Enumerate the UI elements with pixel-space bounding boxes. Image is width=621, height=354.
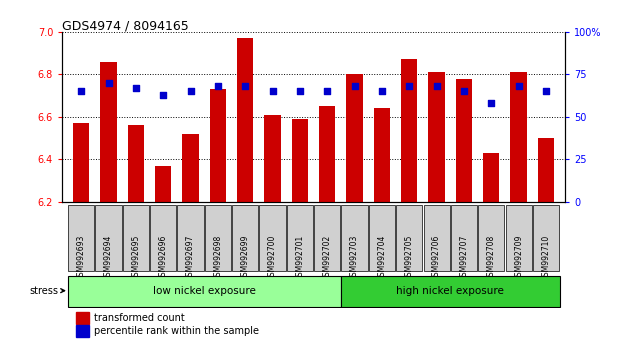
Bar — [428, 72, 445, 202]
Bar — [150, 205, 176, 271]
Point — [459, 88, 469, 94]
Bar — [456, 79, 472, 202]
Bar — [314, 205, 340, 271]
Text: percentile rank within the sample: percentile rank within the sample — [94, 326, 259, 336]
Point — [541, 88, 551, 94]
Bar — [76, 325, 89, 337]
Text: GSM992699: GSM992699 — [241, 234, 250, 281]
Point — [76, 88, 86, 94]
Point — [404, 83, 414, 89]
Bar — [260, 205, 286, 271]
Bar — [210, 89, 226, 202]
Bar — [101, 62, 117, 202]
Text: GSM992697: GSM992697 — [186, 234, 195, 281]
Text: GDS4974 / 8094165: GDS4974 / 8094165 — [62, 19, 189, 33]
Point — [213, 83, 223, 89]
Bar — [292, 119, 308, 202]
Text: low nickel exposure: low nickel exposure — [153, 286, 256, 296]
Point — [158, 92, 168, 97]
Bar — [483, 153, 499, 202]
Bar — [347, 74, 363, 202]
Text: GSM992701: GSM992701 — [296, 234, 304, 281]
Bar — [73, 123, 89, 202]
Text: stress: stress — [29, 286, 58, 296]
Bar — [510, 72, 527, 202]
Point — [322, 88, 332, 94]
Text: GSM992693: GSM992693 — [77, 234, 86, 281]
Bar — [155, 166, 171, 202]
Point — [377, 88, 387, 94]
Bar — [451, 205, 477, 271]
Text: GSM992702: GSM992702 — [323, 234, 332, 281]
Text: GSM992704: GSM992704 — [378, 234, 386, 281]
Point — [350, 83, 360, 89]
Point — [131, 85, 141, 91]
Point — [295, 88, 305, 94]
Bar — [232, 205, 258, 271]
Bar — [128, 125, 144, 202]
Bar — [505, 205, 532, 271]
Bar — [123, 205, 149, 271]
Text: high nickel exposure: high nickel exposure — [396, 286, 504, 296]
Text: GSM992707: GSM992707 — [460, 234, 468, 281]
Bar — [68, 205, 94, 271]
Text: GSM992703: GSM992703 — [350, 234, 359, 281]
Bar — [538, 138, 554, 202]
Bar — [369, 205, 395, 271]
Point — [104, 80, 114, 86]
Bar — [265, 115, 281, 202]
Bar — [96, 205, 122, 271]
Text: GSM992696: GSM992696 — [159, 234, 168, 281]
Bar — [342, 205, 368, 271]
Bar — [68, 276, 341, 307]
Text: GSM992695: GSM992695 — [132, 234, 140, 281]
Bar — [533, 205, 559, 271]
Text: GSM992698: GSM992698 — [214, 234, 222, 281]
Bar — [178, 205, 204, 271]
Text: GSM992700: GSM992700 — [268, 234, 277, 281]
Point — [514, 83, 524, 89]
Bar — [478, 205, 504, 271]
Bar — [183, 134, 199, 202]
Point — [240, 83, 250, 89]
Bar — [205, 205, 231, 271]
Text: GSM992706: GSM992706 — [432, 234, 441, 281]
Bar — [396, 205, 422, 271]
Bar — [341, 276, 560, 307]
Text: GSM992694: GSM992694 — [104, 234, 113, 281]
Text: GSM992710: GSM992710 — [542, 234, 550, 281]
Point — [432, 83, 442, 89]
Point — [486, 100, 496, 106]
Bar — [319, 106, 335, 202]
Bar — [76, 312, 89, 324]
Point — [186, 88, 196, 94]
Bar — [237, 38, 253, 202]
Text: GSM992705: GSM992705 — [405, 234, 414, 281]
Bar — [401, 59, 417, 202]
Text: transformed count: transformed count — [94, 313, 185, 323]
Text: GSM992708: GSM992708 — [487, 234, 496, 281]
Text: GSM992709: GSM992709 — [514, 234, 523, 281]
Point — [268, 88, 278, 94]
Bar — [287, 205, 313, 271]
Bar — [424, 205, 450, 271]
Bar — [374, 108, 390, 202]
